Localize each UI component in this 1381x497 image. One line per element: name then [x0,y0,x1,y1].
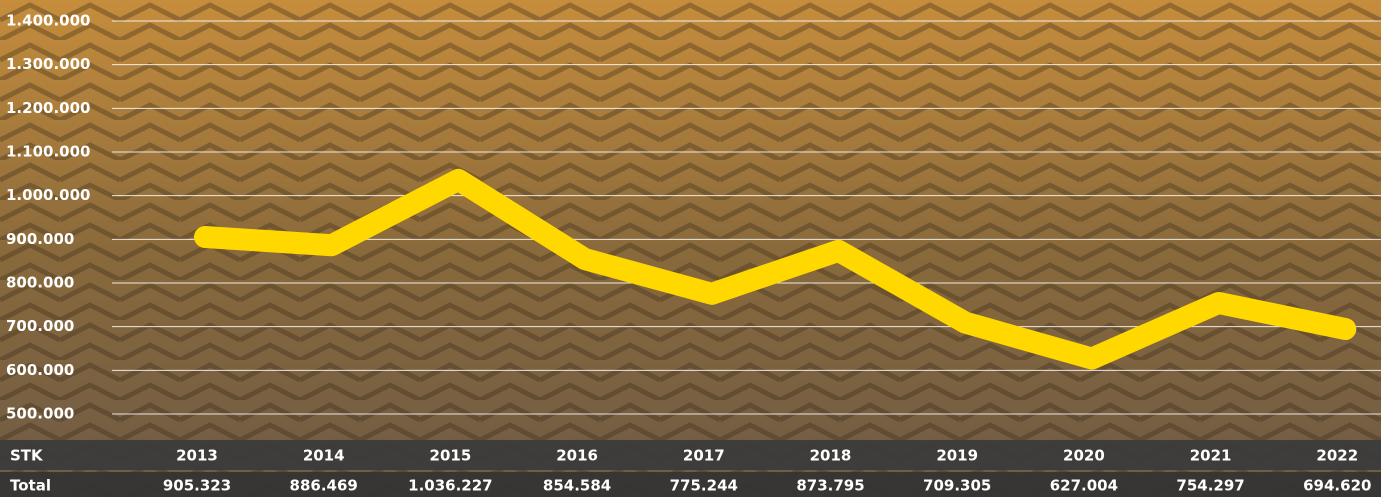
table-value: 627.004 [1050,477,1118,495]
y-tick-label: 1.100.000 [6,143,90,161]
table-value: 694.620 [1303,477,1371,495]
table-header-label: STK [10,447,44,465]
y-tick-label: 1.400.000 [6,12,90,30]
table-year: 2019 [936,447,978,465]
table-value: 709.305 [923,477,991,495]
table-value: 775.244 [670,477,738,495]
table-year: 2022 [1316,447,1358,465]
table-year: 2021 [1190,447,1232,465]
table-year: 2020 [1063,447,1105,465]
y-tick-label: 1.000.000 [6,186,90,204]
table-value: 854.584 [543,477,611,495]
table-year: 2015 [430,447,472,465]
table-year: 2018 [810,447,852,465]
y-tick-label: 900.000 [6,230,74,248]
table-value: 905.323 [163,477,231,495]
table-year: 2013 [176,447,218,465]
table-year: 2016 [556,447,598,465]
table-value: 1.036.227 [408,477,492,495]
y-tick-label: 1.300.000 [6,55,90,73]
background-texture [0,0,1381,497]
table-value: 754.297 [1176,477,1244,495]
table-value: 886.469 [290,477,358,495]
y-tick-label: 700.000 [6,317,74,335]
y-tick-label: 1.200.000 [6,99,90,117]
y-tick-label: 500.000 [6,405,74,423]
table-value: 873.795 [796,477,864,495]
table-year: 2014 [303,447,345,465]
chart: STK Total 500.000 600.000 700.000 800.000 90… [0,0,1381,497]
table-row-label: Total [10,477,51,495]
y-tick-label: 600.000 [6,361,74,379]
table-year: 2017 [683,447,725,465]
y-tick-label: 800.000 [6,274,74,292]
